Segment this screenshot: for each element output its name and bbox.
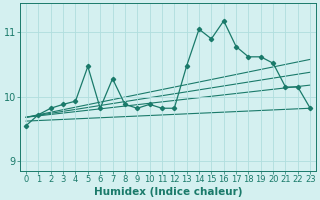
X-axis label: Humidex (Indice chaleur): Humidex (Indice chaleur) xyxy=(94,187,242,197)
